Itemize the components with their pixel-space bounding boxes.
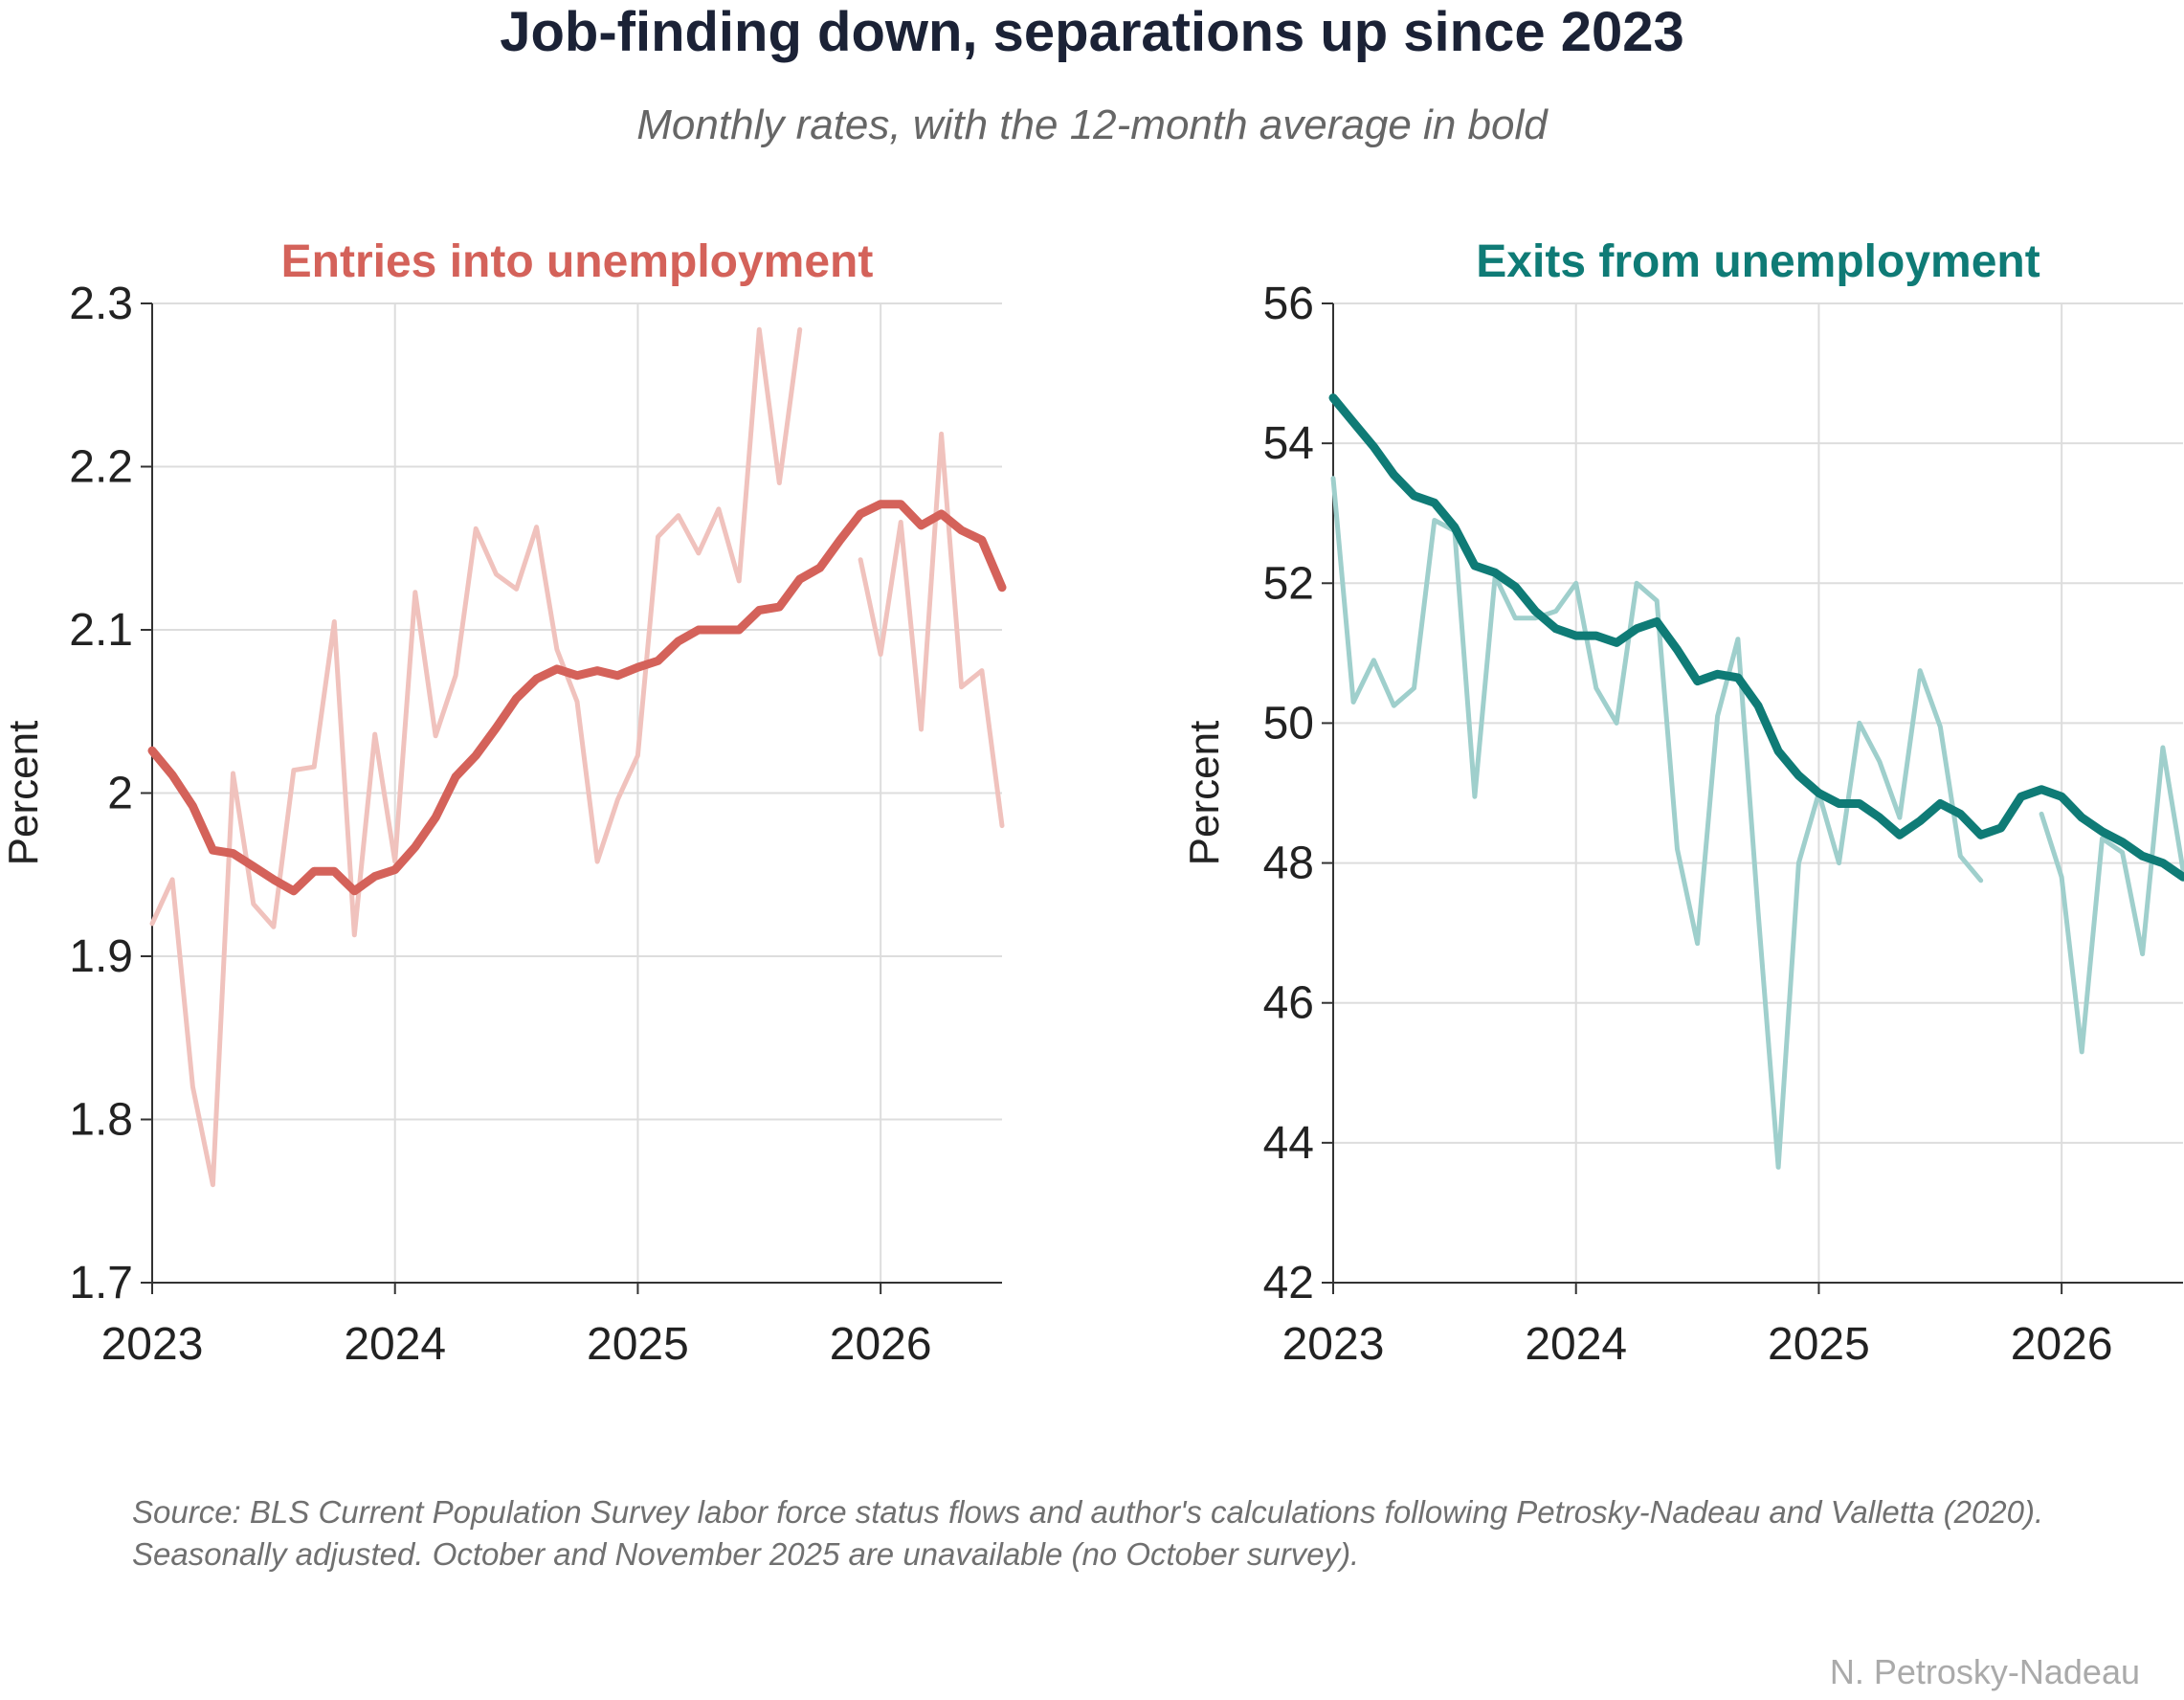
chart-subtitle: Monthly rates, with the 12-month average… bbox=[636, 101, 1548, 148]
y-tick-label: 2.2 bbox=[69, 442, 133, 493]
panel-entries: 1.7 1.8 1.9 2 2.1 2.2 2.3 2023 2024 2025 2026 Entri… bbox=[0, 236, 1007, 1370]
y-tick-label: 42 bbox=[1263, 1258, 1314, 1309]
x-tick-label: 2025 bbox=[587, 1319, 689, 1370]
y-tick-label: 46 bbox=[1263, 978, 1314, 1029]
y-tick-label: 56 bbox=[1263, 279, 1314, 329]
y-tick-label: 1.8 bbox=[69, 1095, 133, 1146]
y-tick-label: 54 bbox=[1263, 418, 1314, 469]
y-tick-label: 2.3 bbox=[69, 279, 133, 329]
chart-title: Job-finding down, separations up since 2… bbox=[500, 1, 1684, 63]
x-tick-label: 2023 bbox=[1282, 1319, 1385, 1370]
panel-title: Exits from unemployment bbox=[1476, 236, 2039, 287]
y-tick-label: 2 bbox=[107, 769, 133, 819]
x-tick-label: 2026 bbox=[830, 1319, 932, 1370]
series-line-exits-average bbox=[1328, 393, 2184, 882]
y-tick-label: 50 bbox=[1263, 698, 1314, 749]
x-tick-label: 2026 bbox=[2011, 1319, 2113, 1370]
y-tick-label: 2.1 bbox=[69, 605, 133, 656]
author-credit: N. Petrosky-Nadeau bbox=[1829, 1652, 2140, 1691]
y-tick-label: 1.9 bbox=[69, 931, 133, 982]
panel-title: Entries into unemployment bbox=[281, 236, 874, 287]
x-tick-label: 2024 bbox=[344, 1319, 446, 1370]
y-tick-label: 1.7 bbox=[69, 1258, 133, 1309]
y-axis-label: Percent bbox=[1181, 721, 1228, 866]
y-tick-label: 52 bbox=[1263, 558, 1314, 609]
y-tick-label: 44 bbox=[1263, 1118, 1314, 1169]
series-line-entries-average bbox=[147, 500, 1007, 896]
series-line-entries-monthly bbox=[149, 326, 1005, 1188]
series-line-exits-monthly bbox=[1330, 476, 2184, 1170]
x-tick-label: 2025 bbox=[1768, 1319, 1870, 1370]
source-note: Source: BLS Current Population Survey la… bbox=[132, 1494, 2044, 1572]
y-tick-label: 48 bbox=[1263, 839, 1314, 889]
x-tick-label: 2023 bbox=[101, 1319, 204, 1370]
y-axis-label: Percent bbox=[0, 721, 47, 866]
panel-exits: 42 44 46 48 50 52 54 56 2023 2024 2025 2026 Exits fr… bbox=[1181, 236, 2184, 1370]
x-tick-label: 2024 bbox=[1525, 1319, 1627, 1370]
